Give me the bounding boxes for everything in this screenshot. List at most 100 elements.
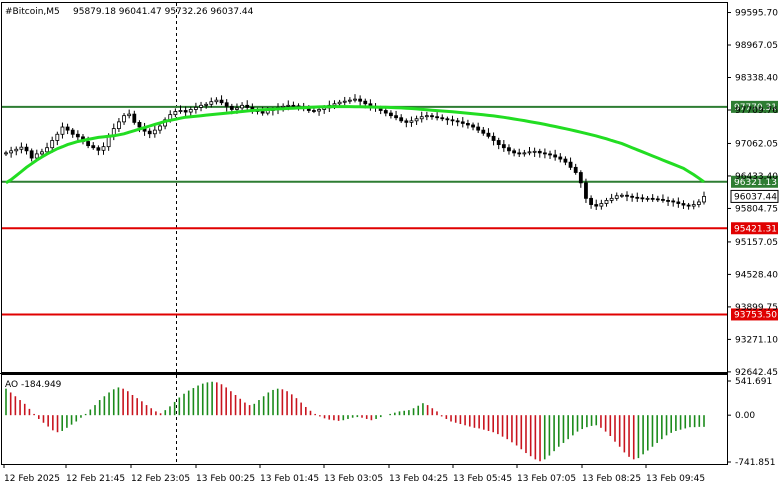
candle-body xyxy=(496,140,501,146)
candle-body xyxy=(358,98,363,102)
candle-body xyxy=(34,153,39,159)
y-tick-label: 94528.40 xyxy=(735,270,778,280)
candle-body xyxy=(214,99,219,103)
candle-body xyxy=(188,109,193,113)
candle-body xyxy=(394,115,398,119)
candle-body xyxy=(645,197,650,200)
candle-body xyxy=(481,129,486,134)
candle-body xyxy=(55,133,60,141)
candle-body xyxy=(317,109,321,112)
candle-body xyxy=(147,130,152,135)
x-tick-label: 13 Feb 03:05 xyxy=(324,474,383,484)
candle-body xyxy=(29,150,34,159)
y-tick-label: 97709.76 xyxy=(735,106,778,116)
y-tick-label: 92642.45 xyxy=(735,368,778,378)
y-tick-label: 95804.75 xyxy=(735,204,778,214)
y-tick-label: 98338.40 xyxy=(735,74,778,84)
x-tick-label: 13 Feb 00:25 xyxy=(196,474,255,484)
candle-body xyxy=(681,203,686,206)
candle-body xyxy=(183,110,188,113)
candle-body xyxy=(65,126,70,131)
candle-body xyxy=(86,141,91,147)
candle-body xyxy=(563,158,568,163)
candle-body xyxy=(229,105,234,110)
level-price-label: 96321.13 xyxy=(734,178,777,188)
candle-body xyxy=(630,195,635,198)
candle-body xyxy=(476,126,481,131)
candle-body xyxy=(666,200,670,202)
candle-body xyxy=(450,119,455,122)
candle-body xyxy=(117,121,121,129)
candle-body xyxy=(19,146,24,150)
y-tick-label: 93271.10 xyxy=(735,335,778,345)
candle-body xyxy=(517,152,522,155)
x-tick-label: 12 Feb 23:05 xyxy=(131,474,190,484)
candle-body xyxy=(512,150,517,154)
level-price-label: 97770.31 xyxy=(734,103,777,113)
candle-body xyxy=(178,110,183,112)
x-tick-label: 13 Feb 09:45 xyxy=(646,474,705,484)
candle-body xyxy=(702,196,706,203)
candle-body xyxy=(75,133,80,138)
candle-body xyxy=(45,147,49,153)
candle-body xyxy=(122,115,126,123)
candle-body xyxy=(460,121,465,124)
candle-body xyxy=(691,204,696,207)
candle-body xyxy=(240,104,244,109)
candle-body xyxy=(430,115,434,118)
candle-body xyxy=(537,150,542,154)
candle-body xyxy=(527,151,532,154)
ao-pane[interactable] xyxy=(1,374,728,465)
candle-body xyxy=(260,111,265,114)
candle-body xyxy=(435,116,440,119)
candle-body xyxy=(594,204,599,207)
chart-header-ohlc: 95879.18 96041.47 95732.26 96037.44 xyxy=(73,7,254,17)
candle-body xyxy=(137,121,142,128)
candle-body xyxy=(686,204,691,207)
level-price-label: 95421.31 xyxy=(734,224,777,234)
candle-body xyxy=(40,151,44,155)
y-tick-label: 97062.05 xyxy=(735,139,778,149)
candle-body xyxy=(501,144,506,149)
candle-body xyxy=(696,201,701,205)
y-tick-label: 98967.05 xyxy=(735,41,778,51)
candle-body xyxy=(491,135,496,141)
candle-body xyxy=(404,120,409,123)
candle-body xyxy=(383,110,388,114)
candle-body xyxy=(209,101,214,105)
candle-body xyxy=(507,147,511,152)
candle-body xyxy=(625,194,629,197)
candle-body xyxy=(399,117,404,122)
x-tick-label: 13 Feb 05:45 xyxy=(453,474,512,484)
candle-body xyxy=(409,120,414,123)
ao-y-tick-label: 541.691 xyxy=(735,377,772,387)
candle-body xyxy=(548,153,552,156)
candle-body xyxy=(568,161,573,168)
candle-body xyxy=(573,166,578,173)
candle-body xyxy=(4,152,8,155)
candle-body xyxy=(455,120,460,123)
candle-body xyxy=(193,106,198,110)
candle-body xyxy=(671,200,676,203)
candle-body xyxy=(389,112,393,117)
candle-body xyxy=(60,126,65,135)
candle-body xyxy=(553,154,558,158)
x-tick-label: 13 Feb 08:25 xyxy=(582,474,641,484)
candle-body xyxy=(661,198,665,201)
ao-y-tick-label: -741.851 xyxy=(735,458,775,468)
candle-body xyxy=(158,125,162,131)
candle-body xyxy=(532,150,537,153)
ao-y-tick-label: 0.00 xyxy=(735,411,755,421)
candle-body xyxy=(9,150,14,154)
candle-body xyxy=(70,129,75,135)
current-price-tag xyxy=(730,189,779,203)
candle-body xyxy=(312,110,316,112)
candle-body xyxy=(91,145,96,149)
candle-body xyxy=(332,103,337,106)
candle-body xyxy=(245,104,250,108)
price-pane[interactable] xyxy=(1,2,728,373)
x-tick-label: 13 Feb 01:45 xyxy=(260,474,319,484)
y-tick-label: 99595.70 xyxy=(735,9,778,19)
